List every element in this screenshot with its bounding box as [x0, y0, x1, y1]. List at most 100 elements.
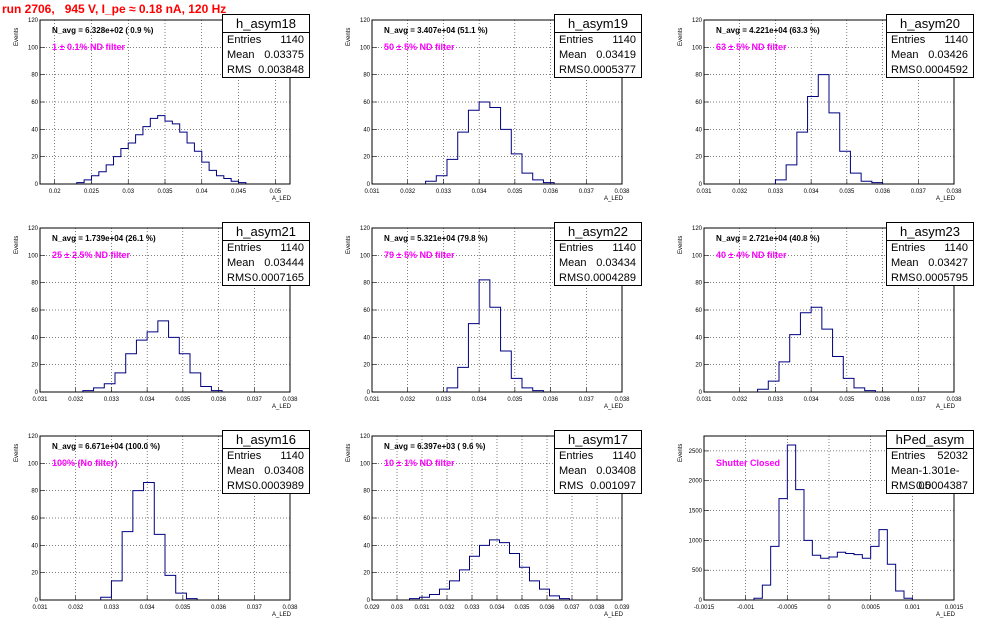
- y-tick-label: 120: [360, 226, 371, 232]
- filter-label: 10 ± 1% ND filter: [384, 458, 455, 468]
- histogram-title: h_asym20: [887, 15, 973, 33]
- filter-label: 40 ± 4% ND filter: [716, 250, 787, 260]
- x-tick-label: 0.034: [472, 397, 488, 403]
- x-tick-label: 0.037: [579, 397, 595, 403]
- stats-row: Mean 0.03427: [887, 256, 973, 271]
- y-tick-label: 40: [695, 127, 702, 133]
- x-tick-label: -0.0015: [694, 605, 715, 611]
- stats-row: Mean 0.03408: [555, 464, 641, 479]
- stats-box: h_asym17 Entries 1140 Mean 0.03408 RMS 0.00109…: [554, 430, 642, 494]
- y-tick-label: 60: [31, 100, 38, 106]
- y-tick-label: 100: [28, 253, 39, 259]
- y-tick-label: 0: [367, 182, 371, 188]
- x-tick-label: 0.031: [364, 397, 380, 403]
- x-tick-label: 0.037: [247, 397, 263, 403]
- y-tick-label: 0: [35, 390, 39, 396]
- y-tick-label: 120: [360, 434, 371, 440]
- y-tick-label: 40: [31, 127, 38, 133]
- y-tick-label: 0: [367, 598, 371, 604]
- x-tick-label: 0.032: [68, 605, 84, 611]
- x-tick-label: 0.033: [436, 189, 452, 195]
- x-axis-label: A_LED: [936, 612, 956, 618]
- stats-label: RMS: [227, 480, 252, 492]
- stats-label: Entries: [227, 450, 262, 462]
- stats-value: 0.03427: [928, 257, 968, 269]
- stats-box: h_asym20 Entries 1140 Mean 0.03426 RMS 0.00045…: [886, 14, 974, 78]
- stats-row: Mean -1.301e-05: [887, 464, 973, 492]
- x-tick-label: 0: [827, 605, 831, 611]
- stats-value: -1.301e-05: [918, 465, 960, 492]
- y-tick-label: 40: [695, 335, 702, 341]
- x-tick-label: 0.038: [946, 189, 962, 195]
- x-tick-label: 0.05: [269, 189, 281, 195]
- histogram-title: hPed_asym: [887, 431, 973, 449]
- stats-label: RMS: [227, 64, 252, 76]
- histogram-panel: 0.02 0.025 0.03 0.035 0.04 0.045 0.05 0 20 40 60 80…: [0, 14, 330, 219]
- y-tick-label: 40: [31, 335, 38, 341]
- x-tick-label: 0.035: [157, 189, 173, 195]
- stats-row: Mean 0.03434: [555, 256, 641, 271]
- y-tick-label: 100: [28, 461, 39, 467]
- y-tick-label: 20: [695, 155, 702, 161]
- stats-value: 0.0003989: [252, 480, 304, 492]
- x-axis-label: A_LED: [272, 196, 292, 202]
- y-tick-label: 20: [695, 363, 702, 369]
- x-tick-label: 0.036: [543, 189, 559, 195]
- stats-row: Entries 1140: [555, 33, 641, 48]
- y-tick-label: 120: [28, 226, 39, 232]
- stats-row: RMS 0.0007165: [223, 271, 309, 286]
- stats-value: 52032: [937, 450, 968, 462]
- y-axis-label: Events: [14, 443, 20, 462]
- y-tick-label: 100: [360, 461, 371, 467]
- x-tick-label: 0.031: [414, 605, 430, 611]
- stats-box: h_asym21 Entries 1140 Mean 0.03444 RMS 0.00071…: [222, 222, 310, 286]
- n-avg-label: N_avg = 6.328e+02 ( 0.9 %): [52, 26, 154, 35]
- filter-label: Shutter Closed: [716, 458, 781, 468]
- filter-label: 100% (No filter): [52, 458, 118, 468]
- stats-label: Mean: [559, 49, 587, 61]
- x-tick-label: 0.032: [732, 397, 748, 403]
- histogram-panel: 0.031 0.032 0.033 0.034 0.035 0.036 0.037 0.038…: [332, 222, 662, 427]
- x-tick-label: 0.035: [175, 397, 191, 403]
- stats-label: Mean: [227, 49, 255, 61]
- stats-value: 1140: [944, 242, 968, 254]
- stats-row: Entries 1140: [223, 449, 309, 464]
- y-tick-label: 20: [31, 571, 38, 577]
- histogram-panel: 0.029 0.03 0.031 0.032 0.033 0.034 0.035 0.036 0…: [332, 430, 662, 635]
- y-tick-label: 80: [695, 281, 702, 287]
- x-tick-label: 0.036: [211, 397, 227, 403]
- histogram-outline: [82, 320, 223, 392]
- stats-label: RMS: [559, 480, 584, 492]
- x-tick-label: 0.033: [464, 605, 480, 611]
- stats-label: Mean: [891, 257, 919, 269]
- histogram-panel: 0.031 0.032 0.033 0.034 0.035 0.036 0.037 0.038…: [664, 222, 994, 427]
- stats-row: Entries 1140: [223, 241, 309, 256]
- n-avg-label: N_avg = 6.671e+04 (100.0 %): [52, 442, 161, 451]
- y-tick-label: 60: [363, 100, 370, 106]
- stats-value: 0.0004289: [584, 272, 636, 284]
- x-tick-label: 0.034: [804, 397, 820, 403]
- stats-row: Mean 0.03419: [555, 48, 641, 63]
- x-tick-label: 0.033: [436, 397, 452, 403]
- x-tick-label: 0.034: [140, 397, 156, 403]
- histogram-outline: [774, 74, 884, 184]
- x-tick-label: 0.031: [32, 605, 48, 611]
- x-tick-label: 0.029: [364, 605, 380, 611]
- histogram-outline: [446, 279, 544, 392]
- y-tick-label: 0: [367, 390, 371, 396]
- stats-value: 1140: [280, 34, 304, 46]
- y-tick-label: 80: [31, 281, 38, 287]
- y-tick-label: 1500: [689, 509, 703, 515]
- x-tick-label: 0.035: [839, 189, 855, 195]
- x-tick-label: 0.037: [247, 605, 263, 611]
- stats-label: RMS: [227, 272, 252, 284]
- y-tick-label: 120: [28, 434, 39, 440]
- stats-row: Entries 1140: [555, 449, 641, 464]
- stats-label: Entries: [891, 242, 926, 254]
- stats-value: 1140: [612, 450, 636, 462]
- y-tick-label: 20: [363, 571, 370, 577]
- y-tick-label: 60: [363, 308, 370, 314]
- filter-label: 25 ± 2.5% ND filter: [52, 250, 130, 260]
- stats-row: RMS 0.0005377: [555, 63, 641, 78]
- histogram-title: h_asym17: [555, 431, 641, 449]
